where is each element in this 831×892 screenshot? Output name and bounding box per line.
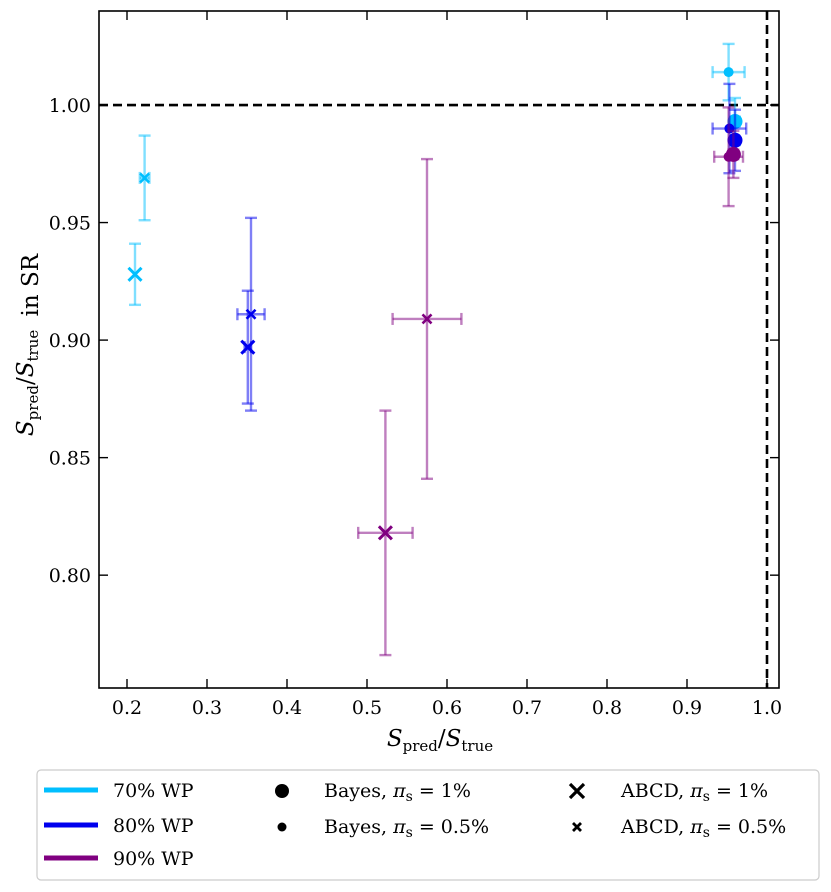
y-tick-label: 0.85	[49, 448, 91, 470]
x-tick-label: 0.6	[432, 697, 462, 719]
marker-x	[127, 266, 143, 282]
data-points	[127, 42, 748, 657]
legend-frame	[36, 769, 820, 881]
data-point	[236, 216, 266, 412]
legend-marker-abcd-0-5pct	[572, 822, 582, 832]
marker-x	[377, 525, 393, 541]
x-tick-label: 0.4	[272, 697, 302, 719]
data-point	[240, 289, 256, 405]
marker-circle	[725, 146, 741, 162]
legend-label-90wp: 90% WP	[113, 848, 194, 870]
y-tick-label: 0.80	[49, 565, 91, 587]
plot-frame	[98, 10, 780, 689]
axis-ticks: 0.2 0.3 0.4 0.5 0.6 0.7 0.8 0.9 1.0 0.80 0.85 0.90 0…	[49, 11, 782, 719]
legend-label-abcd-1pct: ABCD, πs = 1%	[620, 780, 768, 805]
x-tick-label: 1.0	[752, 697, 782, 719]
legend-marker-bayes-1pct	[275, 784, 289, 798]
legend-label-80wp: 80% WP	[113, 815, 194, 837]
x-tick-label: 0.5	[352, 697, 382, 719]
legend: 70% WP 80% WP 90% WP Bayes, πs = 1% Baye…	[36, 769, 820, 881]
data-point	[138, 134, 151, 222]
y-axis-label: Spred/Strue in SR	[13, 253, 44, 436]
legend-label-70wp: 70% WP	[113, 780, 194, 802]
marker-circle	[723, 67, 734, 78]
y-tick-label: 1.00	[49, 95, 91, 117]
legend-marker-abcd-1pct	[568, 782, 586, 800]
data-point	[127, 242, 143, 307]
x-tick-label: 0.3	[192, 697, 222, 719]
x-tick-label: 0.7	[512, 697, 542, 719]
marker-circle	[727, 132, 743, 148]
data-point	[391, 157, 463, 480]
data-point	[725, 129, 741, 180]
data-point	[357, 409, 414, 657]
marker-x	[421, 313, 433, 325]
marker-x	[245, 308, 257, 320]
x-tick-label: 0.2	[112, 697, 142, 719]
x-tick-label: 0.8	[592, 697, 622, 719]
y-tick-label: 0.95	[49, 213, 91, 235]
legend-label-bayes-1pct: Bayes, πs = 1%	[324, 780, 471, 805]
legend-marker-bayes-0-5pct	[277, 822, 287, 832]
marker-x	[139, 172, 151, 184]
y-tick-label: 0.90	[49, 330, 91, 352]
reference-lines	[99, 11, 779, 688]
x-axis-label: Spred/Strue	[387, 726, 493, 755]
legend-label-abcd-0-5pct: ABCD, πs = 0.5%	[620, 816, 786, 841]
x-tick-label: 0.9	[672, 697, 702, 719]
